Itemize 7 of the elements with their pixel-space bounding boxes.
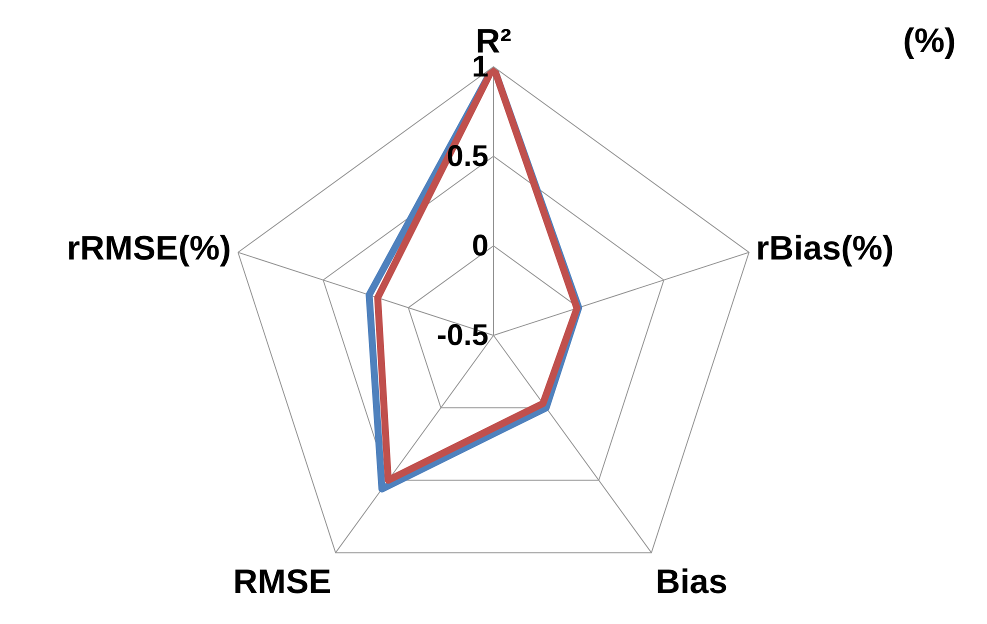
spoke-label: rRMSE(%) (66, 229, 232, 268)
spoke-label: RMSE (233, 563, 332, 602)
spoke-label: rBias(%) (756, 229, 894, 268)
y-tick-label: 0 (472, 230, 488, 263)
text: (%) (903, 22, 956, 60)
y-tick-label: -0.5 (436, 319, 488, 352)
spoke-label: Bias (656, 563, 728, 602)
